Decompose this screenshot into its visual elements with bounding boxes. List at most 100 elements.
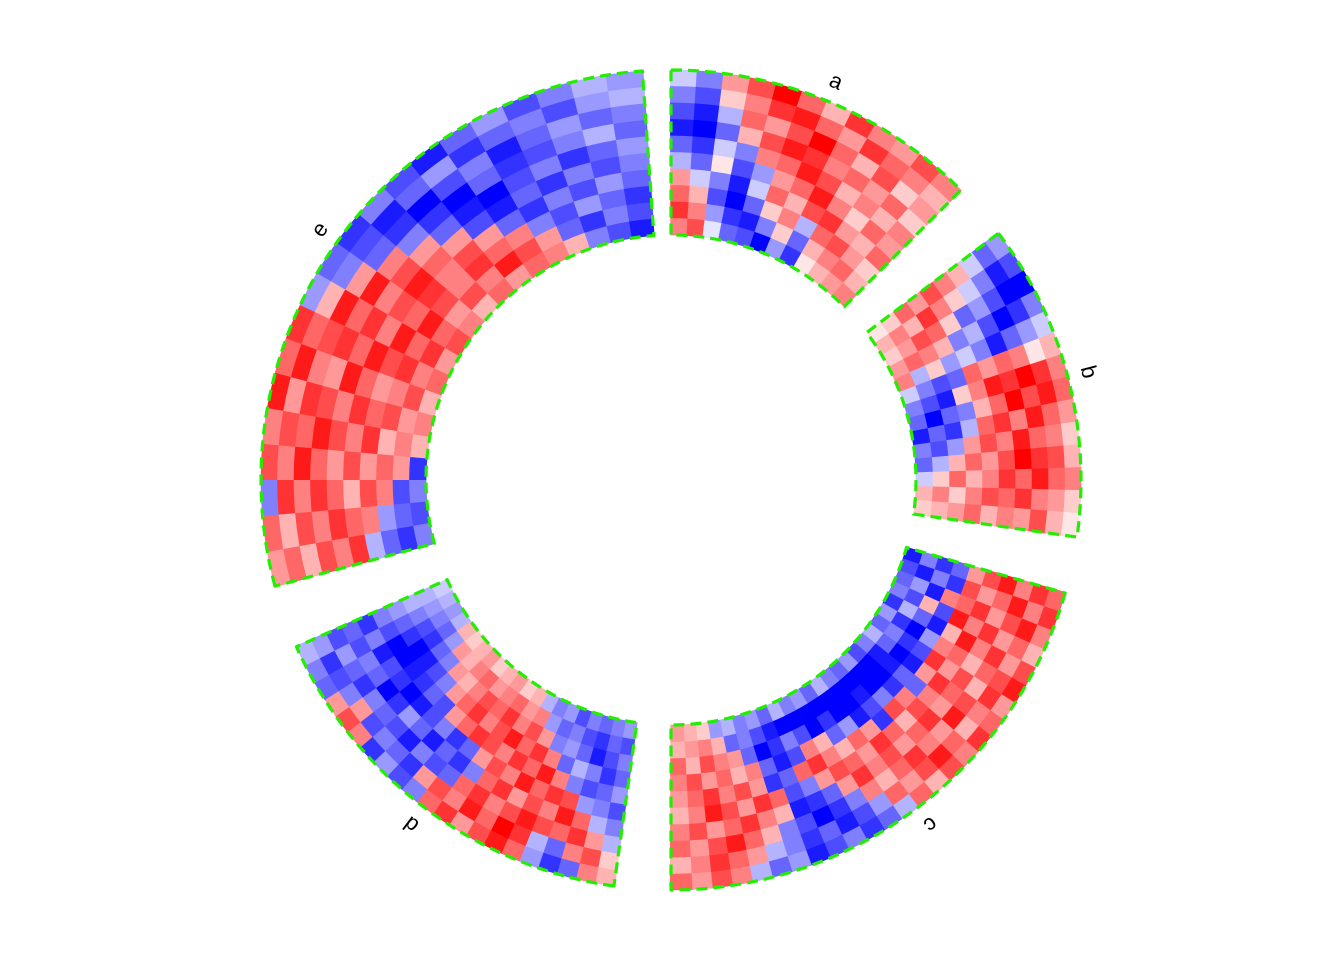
heatmap-cell <box>702 220 723 241</box>
heatmap-cell <box>582 762 603 783</box>
heatmap-cell <box>998 369 1021 395</box>
heatmap-cell <box>413 410 436 438</box>
heatmap-cell <box>798 826 825 851</box>
heatmap-cell <box>754 808 778 831</box>
heatmap-cell <box>618 152 651 174</box>
heatmap-cell <box>483 235 516 266</box>
heatmap-cell <box>428 608 451 630</box>
heatmap-cell <box>326 447 346 480</box>
heatmap-cell <box>704 203 727 224</box>
heatmap-cell <box>743 93 774 117</box>
heatmap-cell <box>551 129 589 156</box>
heatmap-cell <box>579 209 609 234</box>
heatmap-cell <box>394 174 433 212</box>
heatmap-cell <box>962 435 982 456</box>
heatmap-cell <box>725 849 750 870</box>
heatmap-cell <box>964 487 983 507</box>
heatmap-cell <box>568 809 592 832</box>
heatmap-cell <box>590 156 623 179</box>
heatmap-cell <box>487 277 517 306</box>
heatmap-cell <box>929 501 949 520</box>
heatmap-cell <box>578 107 616 131</box>
heatmap-cell <box>746 179 772 202</box>
heatmap-cell <box>717 105 746 127</box>
heatmap-cell <box>380 527 403 558</box>
heatmap-cell <box>557 145 593 172</box>
heatmap-cell <box>980 487 999 509</box>
heatmap-cell <box>787 796 812 820</box>
heatmap-cell <box>670 839 691 858</box>
heatmap-cell <box>344 420 366 453</box>
heatmap-cell <box>694 86 724 107</box>
heatmap-cell <box>293 478 313 514</box>
heatmap-cell <box>692 119 720 140</box>
heatmap-cell <box>378 345 406 379</box>
heatmap-cell <box>714 122 743 144</box>
sector-b-border <box>865 231 1083 539</box>
heatmap-cell <box>574 862 599 884</box>
heatmap-cell <box>452 238 486 271</box>
heatmap-cell <box>1019 384 1042 411</box>
heatmap-cell <box>670 740 686 759</box>
heatmap-cell <box>417 276 448 310</box>
heatmap-cell <box>605 801 627 822</box>
heatmap-cell <box>390 255 423 291</box>
heatmap-cell <box>327 507 349 541</box>
heatmap-cell <box>981 469 999 490</box>
heatmap-cell <box>669 69 699 88</box>
heatmap-cell <box>419 338 447 369</box>
heatmap-cell <box>336 212 373 253</box>
heatmap-cell <box>693 103 722 124</box>
heatmap-cell <box>277 477 296 515</box>
heatmap-cell <box>758 823 783 847</box>
heatmap-cell <box>1060 421 1080 448</box>
heatmap-cell <box>1013 488 1032 512</box>
heatmap-cell <box>403 266 436 301</box>
heatmap-cell <box>441 225 475 259</box>
heatmap-cell <box>589 797 611 819</box>
heatmap-cells <box>260 69 1082 891</box>
heatmap-cell <box>761 771 784 794</box>
sector-label-e: e <box>306 217 333 241</box>
heatmap-cell <box>803 789 828 814</box>
heatmap-cell <box>347 532 372 566</box>
heatmap-cell <box>670 152 694 171</box>
heatmap-cell <box>396 405 420 435</box>
heatmap-cell <box>559 841 584 864</box>
heatmap-cell <box>669 872 693 891</box>
heatmap-cell <box>919 394 941 416</box>
heatmap-cell <box>707 852 731 873</box>
heatmap-cell <box>840 825 868 851</box>
heatmap-cell <box>932 471 950 489</box>
heatmap-cell <box>740 109 770 133</box>
heatmap-cell <box>721 206 744 228</box>
heatmap-cell <box>487 676 510 699</box>
heatmap-cell <box>331 388 356 423</box>
heatmap-cell <box>686 218 706 238</box>
heatmap-cell <box>602 205 631 227</box>
heatmap-cell <box>1011 428 1031 452</box>
heatmap-cell <box>601 749 620 770</box>
heatmap-cell <box>733 142 761 165</box>
heatmap-cell <box>417 200 454 236</box>
heatmap-cell <box>546 113 585 141</box>
heatmap-cell <box>888 138 922 169</box>
heatmap-cell <box>670 119 696 138</box>
heatmap-cell <box>332 324 361 362</box>
heatmap-cell <box>1040 401 1062 429</box>
heatmap-cell <box>756 756 778 778</box>
heatmap-cell <box>754 147 783 171</box>
heatmap-cell <box>602 817 625 838</box>
heatmap-cell <box>394 352 421 385</box>
heatmap-cell <box>606 221 634 243</box>
heatmap-cell <box>997 250 1025 281</box>
heatmap-cell <box>329 287 361 327</box>
heatmap-cell <box>515 123 554 152</box>
heatmap-cell <box>718 800 740 821</box>
heatmap-cell <box>608 87 646 109</box>
heatmap-cell <box>529 154 565 182</box>
heatmap-cell <box>377 502 398 532</box>
heatmap-cell <box>742 760 764 782</box>
heatmap-cell <box>889 180 921 210</box>
